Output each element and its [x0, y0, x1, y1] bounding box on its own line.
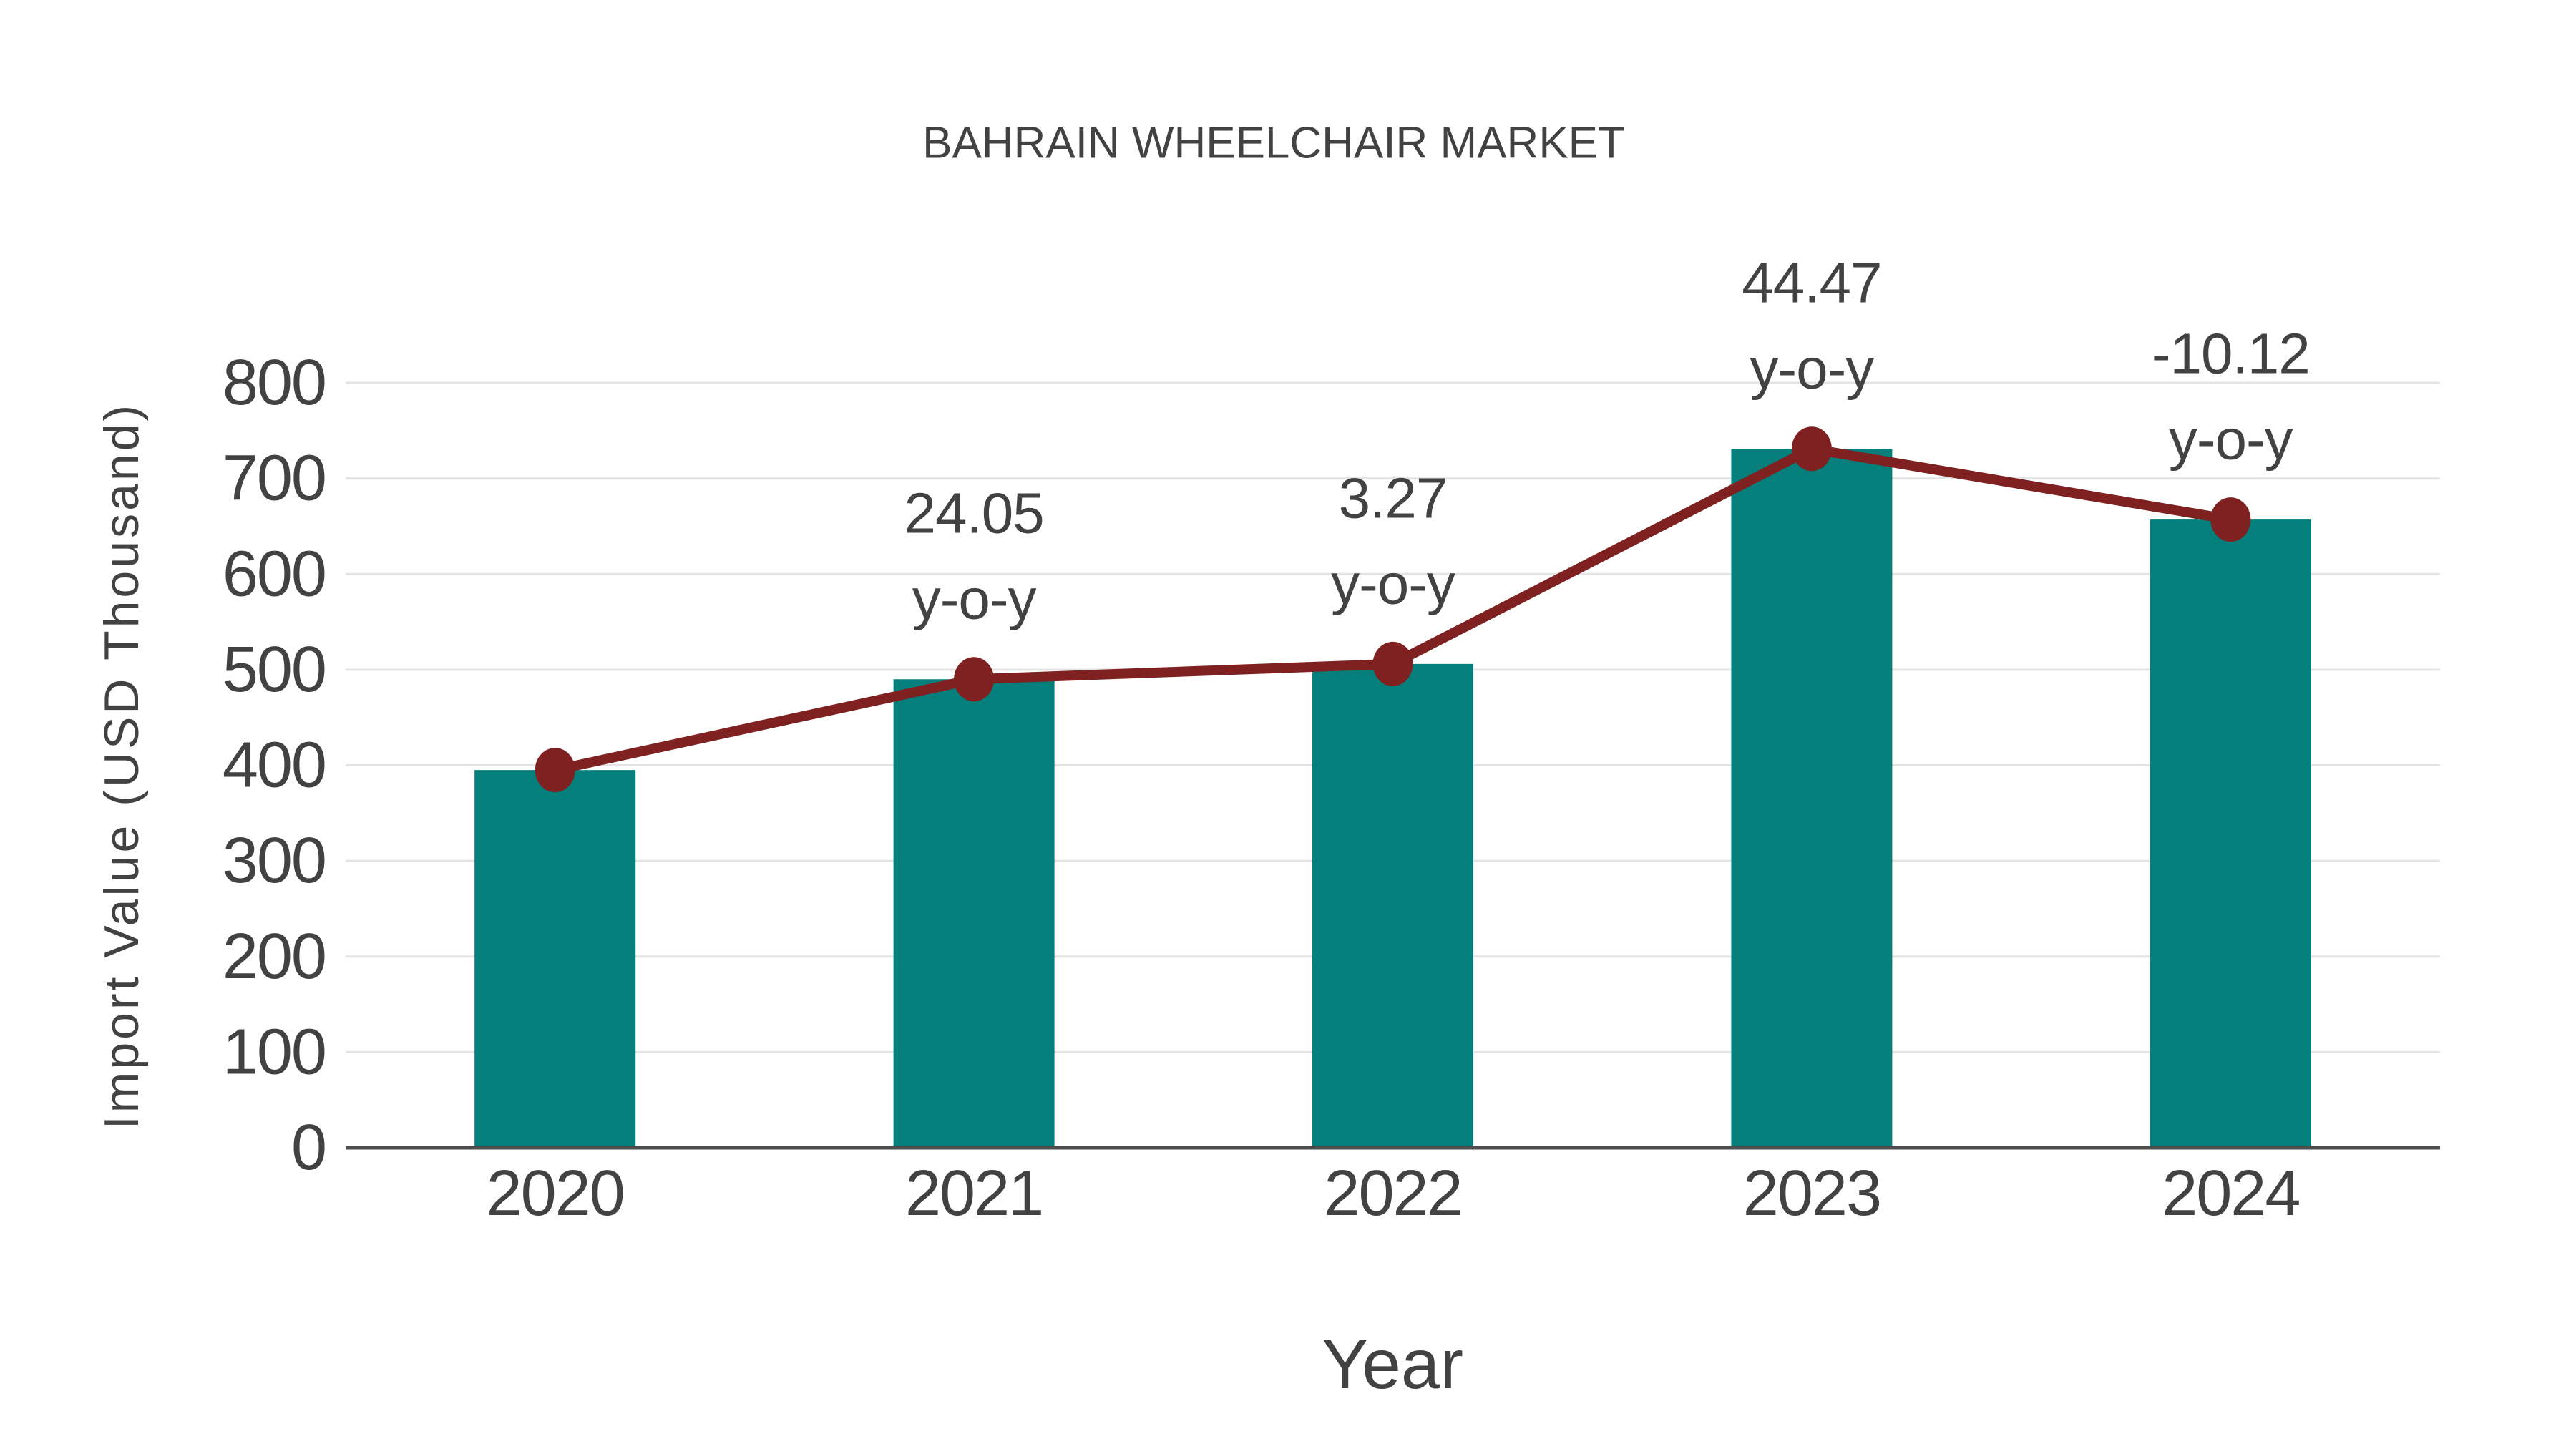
bar-2020 — [474, 770, 636, 1148]
bar-2021 — [893, 679, 1055, 1148]
bar-2023 — [1731, 449, 1893, 1148]
y-tick-800: 800 — [223, 347, 326, 419]
x-tick-labels: 2020 2021 2022 2023 2024 — [487, 1158, 2301, 1229]
annotation-suffix-2021: y-o-y — [912, 567, 1037, 631]
y-tick-200: 200 — [223, 921, 326, 992]
y-tick-300: 300 — [223, 825, 326, 897]
y-tick-0: 0 — [291, 1112, 326, 1184]
point-2024 — [2210, 497, 2251, 542]
annotation-suffix-2022: y-o-y — [1331, 552, 1455, 615]
y-tick-labels: 0 100 200 300 400 500 600 700 800 — [223, 347, 327, 1184]
point-2020 — [535, 748, 575, 793]
annotation-value-2021: 24.05 — [904, 482, 1043, 545]
bar-2024 — [2150, 519, 2311, 1148]
x-tick-2024: 2024 — [2162, 1158, 2299, 1229]
x-tick-2020: 2020 — [487, 1158, 624, 1229]
point-2023 — [1791, 426, 1832, 472]
x-tick-2021: 2021 — [905, 1158, 1043, 1229]
y-tick-400: 400 — [223, 730, 326, 801]
y-axis-title: Import Value (USD Thousand) — [94, 402, 149, 1129]
bar-series — [474, 449, 2311, 1148]
y-tick-600: 600 — [223, 538, 326, 610]
x-tick-2022: 2022 — [1324, 1158, 1461, 1229]
y-tick-100: 100 — [223, 1016, 326, 1088]
trend-markers — [535, 426, 2251, 793]
x-axis-title: Year — [1322, 1324, 1463, 1403]
annotation-suffix-2024: y-o-y — [2169, 408, 2293, 472]
point-2022 — [1372, 641, 1413, 686]
annotation-value-2024: -10.12 — [2152, 322, 2310, 386]
annotation-suffix-2023: y-o-y — [1750, 337, 1875, 401]
annotation-value-2023: 44.47 — [1742, 251, 1881, 315]
annotations: 24.05 y-o-y 3.27 y-o-y 44.47 y-o-y -10.12 y-o-y — [904, 251, 2310, 631]
point-2021 — [954, 657, 995, 702]
x-tick-2023: 2023 — [1743, 1158, 1880, 1229]
annotation-value-2022: 3.27 — [1339, 466, 1448, 530]
bar-2022 — [1312, 663, 1473, 1148]
y-tick-700: 700 — [223, 443, 326, 514]
y-tick-500: 500 — [223, 634, 326, 706]
chart-title: BAHRAIN WHEELCHAIR MARKET — [922, 119, 1625, 168]
